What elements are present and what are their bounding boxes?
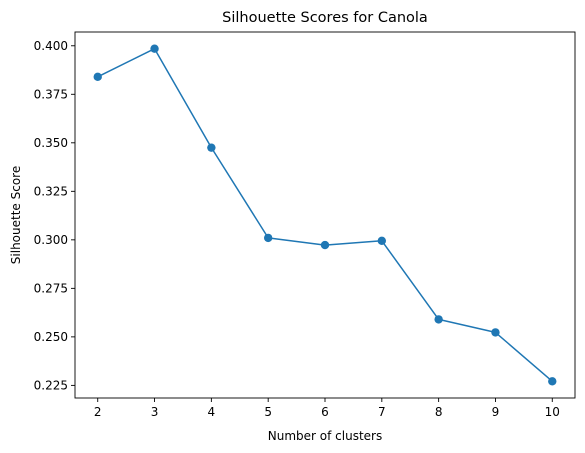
y-axis-label: Silhouette Score: [9, 166, 23, 264]
series-layer: [93, 44, 557, 386]
y-tick-label: 0.225: [34, 378, 68, 392]
y-tick-label: 0.250: [34, 330, 68, 344]
y-tick-label: 0.375: [34, 87, 68, 101]
data-point: [150, 44, 159, 53]
x-axis-label: Number of clusters: [268, 429, 382, 443]
x-tick-label: 3: [151, 405, 159, 419]
y-axis-ticks: 0.225 0.250 0.275 0.300 0.325 0.350 0.375 0.400: [34, 39, 75, 392]
y-tick-label: 0.300: [34, 233, 68, 247]
plot-frame: [74, 31, 576, 399]
x-axis-ticks: 2 3 4 5 6 7 8 9 10: [94, 398, 560, 419]
plot-area: [74, 31, 576, 399]
data-point: [434, 315, 443, 324]
y-tick-label: 0.400: [34, 39, 68, 53]
x-tick-label: 2: [94, 405, 102, 419]
data-point: [377, 236, 387, 246]
series-line: [97, 47, 553, 382]
x-tick-label: 5: [264, 405, 272, 419]
data-point: [207, 143, 216, 152]
data-point: [93, 72, 102, 82]
x-tick-label: 4: [208, 405, 216, 419]
chart-title: Silhouette Scores for Canola: [222, 10, 428, 26]
x-tick-label: 6: [321, 405, 329, 419]
x-tick-label: 9: [492, 405, 500, 419]
x-tick-label: 7: [378, 405, 386, 419]
y-tick-label: 0.350: [34, 136, 68, 150]
data-point: [548, 377, 557, 386]
data-point: [263, 233, 273, 243]
x-tick-label: 8: [435, 405, 443, 419]
x-tick-label: 10: [545, 405, 560, 419]
y-tick-label: 0.275: [34, 281, 68, 295]
y-tick-label: 0.325: [34, 184, 68, 198]
data-point: [491, 328, 500, 337]
data-point: [320, 240, 330, 250]
